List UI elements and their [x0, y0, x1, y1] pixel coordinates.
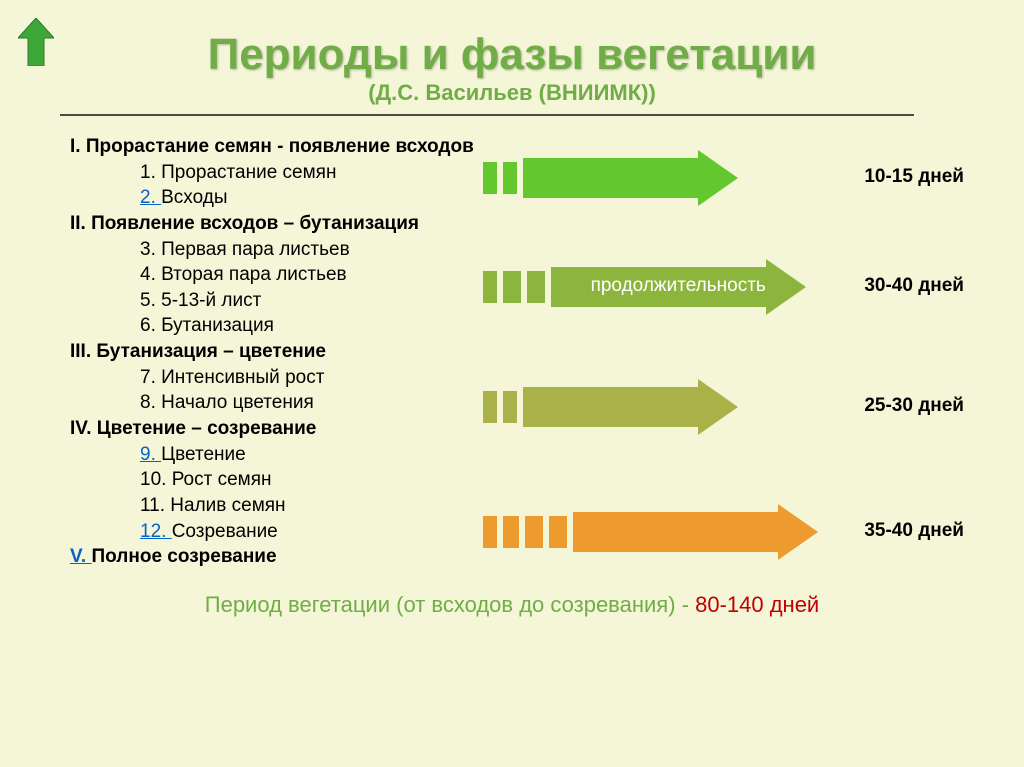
- duration-arrow: продолжительность: [483, 259, 806, 315]
- phase-heading: II. Появление всходов – бутанизация: [70, 211, 483, 237]
- phase-item: 8. Начало цветения: [70, 390, 483, 416]
- phase-item: 12. Созревание: [70, 519, 483, 545]
- phase-item: 7. Интенсивный рост: [70, 365, 483, 391]
- phase-item: 6. Бутанизация: [70, 313, 483, 339]
- divider: [60, 114, 914, 116]
- duration-arrow: [483, 379, 738, 435]
- phase-item: 1. Прорастание семян: [70, 160, 483, 186]
- phase-item: 10. Рост семян: [70, 467, 483, 493]
- footer-text: Период вегетации (от всходов до созреван…: [205, 592, 695, 617]
- phase-heading: V. Полное созревание: [70, 544, 483, 570]
- content-row: I. Прорастание семян - появление всходов…: [50, 134, 974, 570]
- days-label: 10-15 дней: [864, 166, 964, 188]
- phase-heading: IV. Цветение – созревание: [70, 416, 483, 442]
- phase-item: 5. 5-13-й лист: [70, 288, 483, 314]
- phase-heading: III. Бутанизация – цветение: [70, 339, 483, 365]
- days-label: 25-30 дней: [864, 395, 964, 417]
- footer-summary: Период вегетации (от всходов до созреван…: [50, 592, 974, 618]
- duration-arrow: [483, 150, 738, 206]
- main-title: Периоды и фазы вегетации: [50, 30, 974, 80]
- phase-item: 11. Налив семян: [70, 493, 483, 519]
- phase-item: 9. Цветение: [70, 442, 483, 468]
- arrows-column: 10-15 дней продолжительность 30-40 дней 25-…: [483, 134, 974, 570]
- nav-up-arrow[interactable]: [18, 18, 54, 71]
- duration-arrow: [483, 504, 818, 560]
- days-label: 30-40 дней: [864, 275, 964, 297]
- phase-list: I. Прорастание семян - появление всходов…: [70, 134, 483, 570]
- title-block: Периоды и фазы вегетации (Д.С. Васильев …: [50, 30, 974, 106]
- footer-days: 80-140 дней: [695, 592, 819, 617]
- phase-heading: I. Прорастание семян - появление всходов: [70, 134, 483, 160]
- subtitle: (Д.С. Васильев (ВНИИМК)): [50, 80, 974, 106]
- phase-item: 4. Вторая пара листьев: [70, 262, 483, 288]
- days-label: 35-40 дней: [864, 520, 964, 542]
- phase-item: 3. Первая пара листьев: [70, 237, 483, 263]
- phase-item: 2. Всходы: [70, 185, 483, 211]
